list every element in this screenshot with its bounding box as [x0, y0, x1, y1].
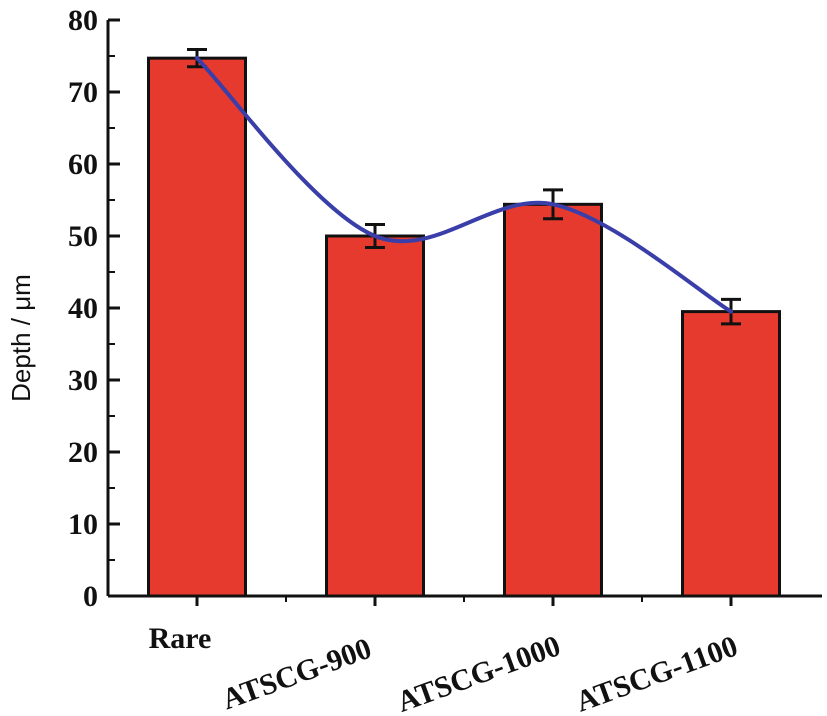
trend-line-layer — [195, 56, 733, 314]
bars-layer — [147, 56, 781, 598]
y-tick-label: 10 — [68, 508, 98, 541]
y-tick-label: 80 — [68, 4, 98, 37]
y-tick-label: 20 — [68, 436, 98, 469]
y-tick-label: 60 — [68, 148, 98, 181]
ticks-layer — [108, 18, 733, 606]
bar-atscg-1100 — [681, 310, 781, 598]
bar-rare — [147, 56, 247, 598]
y-tick-label: 40 — [68, 292, 98, 325]
x-category-label: Rare — [149, 622, 212, 655]
x-category-label: ATSCG-900 — [218, 632, 376, 716]
x-category-label: ATSCG-1100 — [571, 630, 742, 716]
y-tick-label: 30 — [68, 364, 98, 397]
x-category-label: ATSCG-1000 — [393, 629, 565, 716]
y-tick-label: 70 — [68, 76, 98, 109]
error-bars-layer — [187, 48, 741, 326]
trend-line — [195, 56, 733, 314]
bar-atscg-1000 — [503, 202, 603, 598]
bar-atscg-900 — [325, 234, 425, 598]
y-tick-label: 50 — [68, 220, 98, 253]
y-tick-label: 0 — [83, 580, 98, 613]
y-axis-title: Depth / μm — [6, 274, 36, 402]
